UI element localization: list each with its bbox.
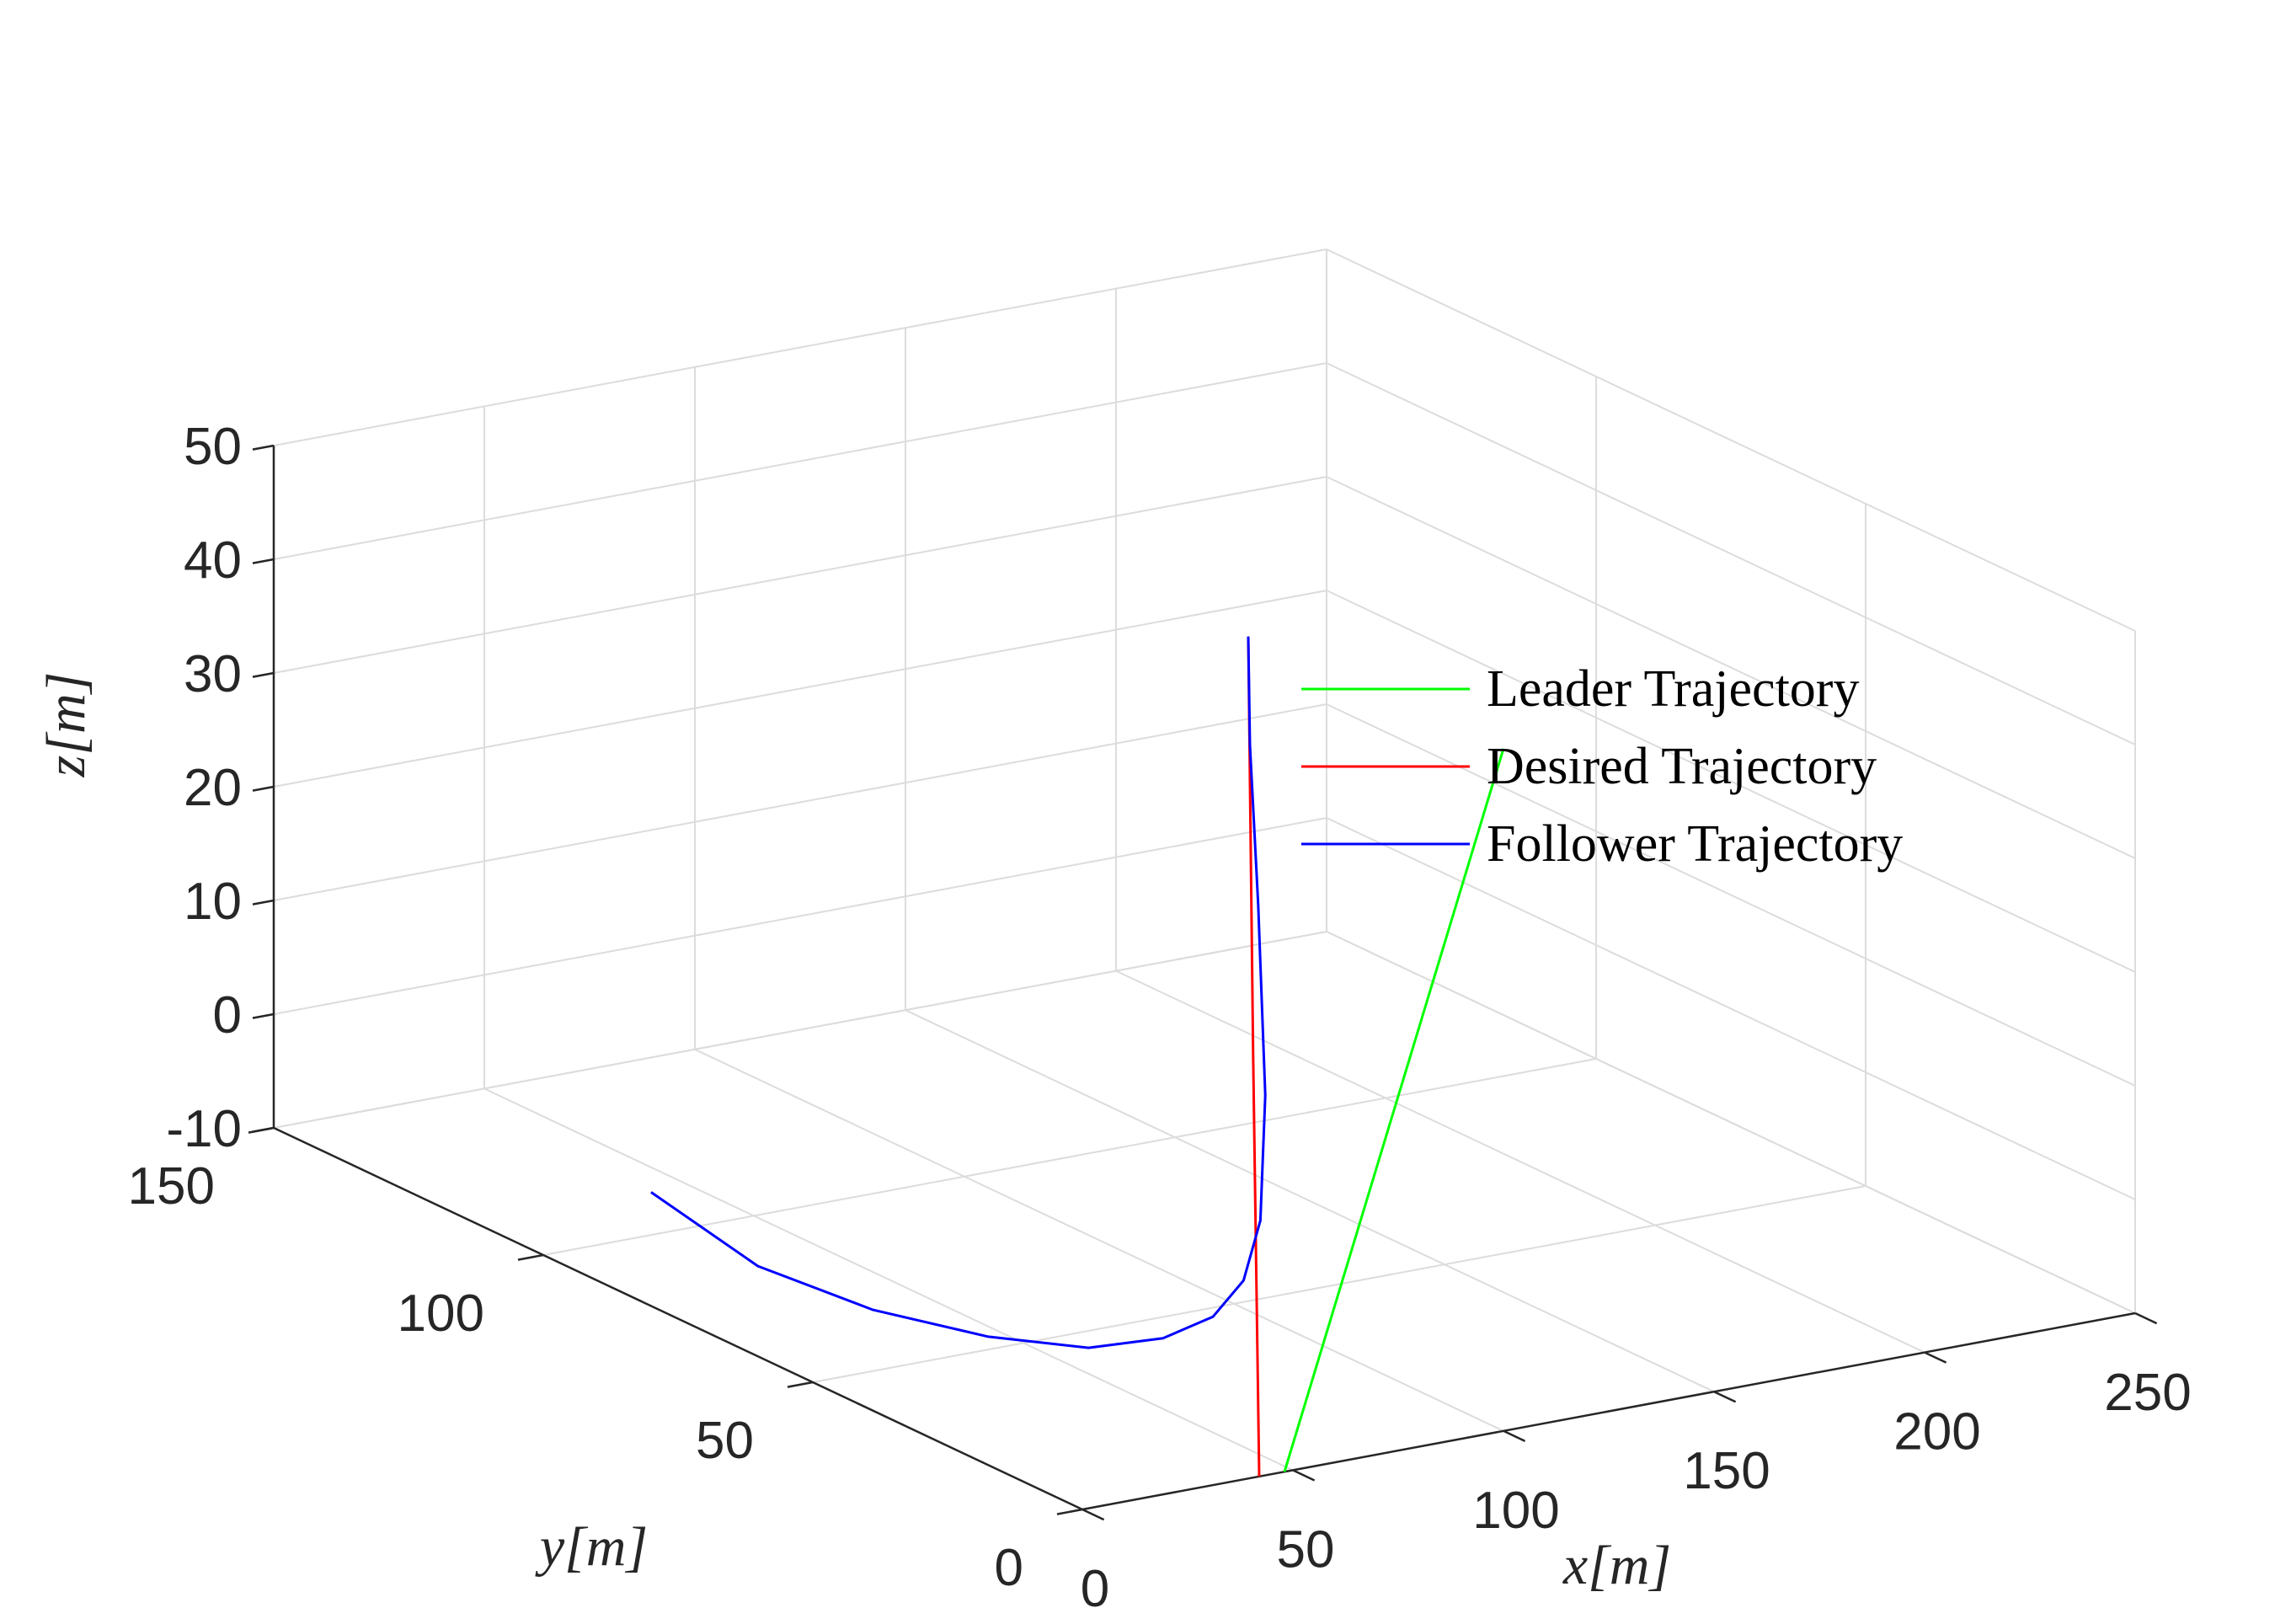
x-axis-label: x[m] [1562, 1535, 1671, 1596]
y-axis-line [273, 1126, 1083, 1511]
grid [273, 248, 2136, 1510]
z-tick-mark [252, 1012, 275, 1019]
x-tick-label: 0 [1081, 1560, 1109, 1618]
z-tick-label: 0 [213, 986, 242, 1044]
grid-line [273, 248, 1327, 446]
grid-line [1326, 248, 2136, 632]
x-tick-mark [1713, 1391, 1737, 1403]
series [650, 636, 1505, 1477]
grid-line [273, 931, 1327, 1129]
x-tick-label: 150 [1683, 1442, 1770, 1500]
z-tick-mark [252, 558, 275, 564]
z-tick-label: 50 [184, 418, 242, 476]
legend-label-desired: Desired Trajectory [1487, 738, 1877, 795]
grid-line [273, 817, 1327, 1015]
x-tick-mark [1292, 1469, 1316, 1482]
z-tick-mark [252, 785, 275, 792]
y-tick-mark [517, 1253, 544, 1261]
z-axis-label: z[m] [35, 672, 97, 778]
grid-line [273, 476, 1327, 674]
y-tick-label: 100 [398, 1285, 484, 1343]
y-axis-label: y[m] [535, 1516, 648, 1578]
grid-line [1326, 362, 2136, 745]
x-axis-line [1081, 1311, 2136, 1511]
legend: Leader Trajectory Desired Trajectory Fol… [1301, 660, 1903, 873]
grid-line [483, 1087, 1294, 1472]
grid-line [273, 590, 1327, 788]
z-tick-label: -10 [166, 1100, 242, 1158]
grid-line [1115, 970, 1925, 1354]
grid-line [694, 1048, 1504, 1432]
legend-label-leader: Leader Trajectory [1487, 660, 1859, 718]
x-tick-mark [1924, 1351, 1947, 1364]
series-line-2 [650, 636, 1267, 1349]
x-tick-label: 100 [1472, 1482, 1559, 1540]
z-tick-mark [252, 1126, 275, 1133]
series-line-0 [1283, 748, 1505, 1472]
z-tick-label: 30 [184, 645, 242, 703]
y-tick-label: 0 [995, 1539, 1023, 1597]
x-tick-mark [1081, 1508, 1105, 1521]
grid-line [1326, 817, 2136, 1200]
grid-line [1326, 590, 2136, 973]
grid-line [1326, 476, 2136, 859]
grid-line [273, 362, 1327, 560]
z-tick-mark [252, 899, 275, 905]
y-tick-mark [1056, 1508, 1083, 1515]
grid-line [1326, 931, 2136, 1314]
y-tick-label: 50 [696, 1412, 754, 1470]
z-tick-mark [252, 444, 275, 451]
x-tick-label: 200 [1893, 1403, 1980, 1461]
z-tick-mark [252, 671, 275, 678]
axes [248, 444, 2158, 1521]
grid-line [812, 1185, 1866, 1383]
x-tick-mark [1503, 1429, 1526, 1443]
grid-line [542, 1058, 1597, 1256]
z-tick-label: 10 [184, 873, 242, 931]
x-tick-label: 250 [2104, 1364, 2191, 1422]
x-tick-label: 50 [1277, 1520, 1335, 1579]
z-tick-label: 20 [184, 759, 242, 817]
grid-line [905, 1009, 1715, 1393]
y-tick-mark [787, 1381, 814, 1388]
grid-line [273, 703, 1327, 901]
z-tick-label: 40 [184, 532, 242, 590]
series-line-1 [1247, 636, 1261, 1477]
y-tick-label: 150 [128, 1157, 215, 1215]
legend-label-follower: Follower Trajectory [1487, 815, 1903, 873]
x-tick-mark [2134, 1311, 2158, 1325]
